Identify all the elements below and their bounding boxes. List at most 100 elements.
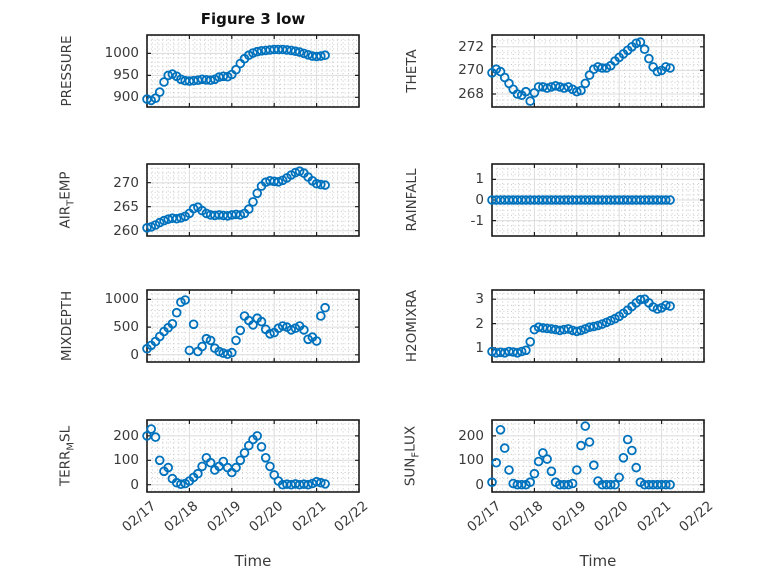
data-point-marker bbox=[159, 77, 169, 87]
pressure-ytick-label: 1000 bbox=[104, 45, 139, 62]
h2omixra-ytick-label: 3 bbox=[475, 291, 484, 308]
data-point-marker bbox=[171, 307, 182, 318]
ylabel-text: SUN bbox=[402, 457, 419, 487]
data-point-marker bbox=[576, 325, 586, 336]
pressure-subplot bbox=[142, 34, 360, 108]
data-point-marker bbox=[252, 188, 263, 199]
theta-subplot bbox=[487, 34, 705, 108]
data-point-marker bbox=[597, 63, 607, 73]
airtemp-subplot bbox=[142, 163, 360, 237]
data-point-marker bbox=[639, 44, 650, 54]
data-point-marker bbox=[495, 424, 506, 435]
terrmsl-ytick-label: 200 bbox=[113, 427, 139, 444]
terrmsl-subplot bbox=[142, 419, 360, 493]
ylabel-text: H2OMIXRA bbox=[404, 289, 420, 363]
sunflux-ytick-label: 0 bbox=[475, 476, 484, 493]
major-grid bbox=[147, 164, 359, 236]
data-point-marker bbox=[176, 479, 186, 490]
data-point-marker bbox=[525, 336, 535, 347]
mixdepth-ytick-label: 500 bbox=[113, 319, 139, 336]
pressure-series bbox=[142, 44, 330, 106]
rainfall-ytick-label: 1 bbox=[475, 171, 484, 188]
data-point-marker bbox=[320, 302, 330, 313]
mixdepth-ytick-label: 1000 bbox=[104, 291, 139, 308]
data-point-marker bbox=[563, 324, 574, 334]
minor-grid bbox=[147, 420, 359, 492]
data-point-marker bbox=[188, 319, 199, 330]
data-point-marker bbox=[584, 322, 595, 333]
ylabel-text: PRESSURE bbox=[59, 35, 75, 107]
rainfall-ytick-label: -1 bbox=[470, 212, 484, 229]
mixdepth-ytick-label: 0 bbox=[130, 346, 139, 363]
data-point-marker bbox=[197, 341, 207, 352]
data-point-marker bbox=[227, 347, 237, 358]
data-point-marker bbox=[660, 300, 671, 311]
rainfall-ytick-label: 0 bbox=[475, 192, 484, 208]
theta-series bbox=[487, 37, 675, 106]
data-point-marker bbox=[546, 466, 557, 477]
mixdepth-series bbox=[142, 295, 330, 360]
data-point-marker bbox=[277, 321, 288, 331]
ylabel-text: T bbox=[65, 199, 77, 206]
mixdepth-ylabel: MIXDEPTH bbox=[59, 291, 75, 361]
axes-box bbox=[146, 34, 360, 108]
terrmsl-series bbox=[142, 424, 330, 490]
xaxis-title-right: Time bbox=[579, 552, 617, 570]
sunflux-ylabel: SUNFLUX bbox=[403, 426, 422, 486]
data-point-marker bbox=[218, 71, 229, 82]
ylabel-text: LUX bbox=[402, 425, 419, 452]
data-point-marker bbox=[644, 53, 654, 64]
data-point-marker bbox=[188, 75, 199, 86]
ylabel-text: TERR bbox=[57, 450, 74, 487]
data-point-marker bbox=[627, 445, 637, 456]
data-point-marker bbox=[159, 215, 169, 226]
data-point-marker bbox=[205, 457, 216, 468]
data-point-marker bbox=[533, 456, 544, 467]
data-point-marker bbox=[167, 318, 178, 329]
rainfall-series bbox=[487, 195, 675, 205]
h2omixra-series bbox=[487, 294, 675, 358]
data-point-marker bbox=[593, 320, 603, 331]
data-point-marker bbox=[652, 304, 663, 314]
data-point-marker bbox=[512, 347, 523, 358]
axes-box bbox=[491, 419, 705, 493]
h2omixra-ytick-label: 1 bbox=[475, 339, 484, 356]
data-point-marker bbox=[231, 335, 241, 346]
data-point-marker bbox=[622, 434, 633, 445]
data-point-marker bbox=[610, 479, 620, 490]
data-point-marker bbox=[180, 295, 191, 305]
data-point-marker bbox=[588, 321, 599, 332]
data-point-marker bbox=[315, 311, 326, 321]
figure-title: Figure 3 low bbox=[200, 10, 306, 28]
data-point-marker bbox=[635, 294, 646, 305]
data-point-marker bbox=[239, 448, 250, 458]
axes-box bbox=[146, 289, 360, 363]
data-point-marker bbox=[516, 346, 527, 357]
data-point-marker bbox=[303, 479, 313, 490]
xaxis-title-left: Time bbox=[234, 552, 272, 570]
data-point-marker bbox=[235, 325, 246, 336]
data-point-marker bbox=[294, 47, 305, 57]
data-point-marker bbox=[571, 465, 582, 475]
data-point-marker bbox=[265, 461, 275, 472]
data-point-marker bbox=[290, 46, 301, 56]
data-point-marker bbox=[218, 456, 229, 467]
data-point-marker bbox=[205, 335, 216, 346]
data-point-marker bbox=[660, 479, 671, 490]
ylabel-text: MIXDEPTH bbox=[59, 290, 75, 362]
data-point-marker bbox=[584, 437, 595, 447]
data-point-marker bbox=[311, 178, 322, 189]
data-point-marker bbox=[571, 86, 582, 97]
ylabel-text: EMP bbox=[57, 171, 74, 200]
data-point-marker bbox=[665, 195, 675, 205]
data-point-marker bbox=[618, 452, 629, 463]
sunflux-ytick-label: 200 bbox=[458, 427, 484, 444]
data-point-marker bbox=[652, 66, 663, 77]
data-point-marker bbox=[231, 462, 241, 473]
data-point-marker bbox=[201, 208, 212, 219]
data-point-marker bbox=[256, 441, 267, 452]
ylabel-text: RAINFALL bbox=[404, 168, 420, 232]
data-point-marker bbox=[605, 479, 616, 490]
terrmsl-ylabel: TERRMSL bbox=[58, 426, 77, 486]
